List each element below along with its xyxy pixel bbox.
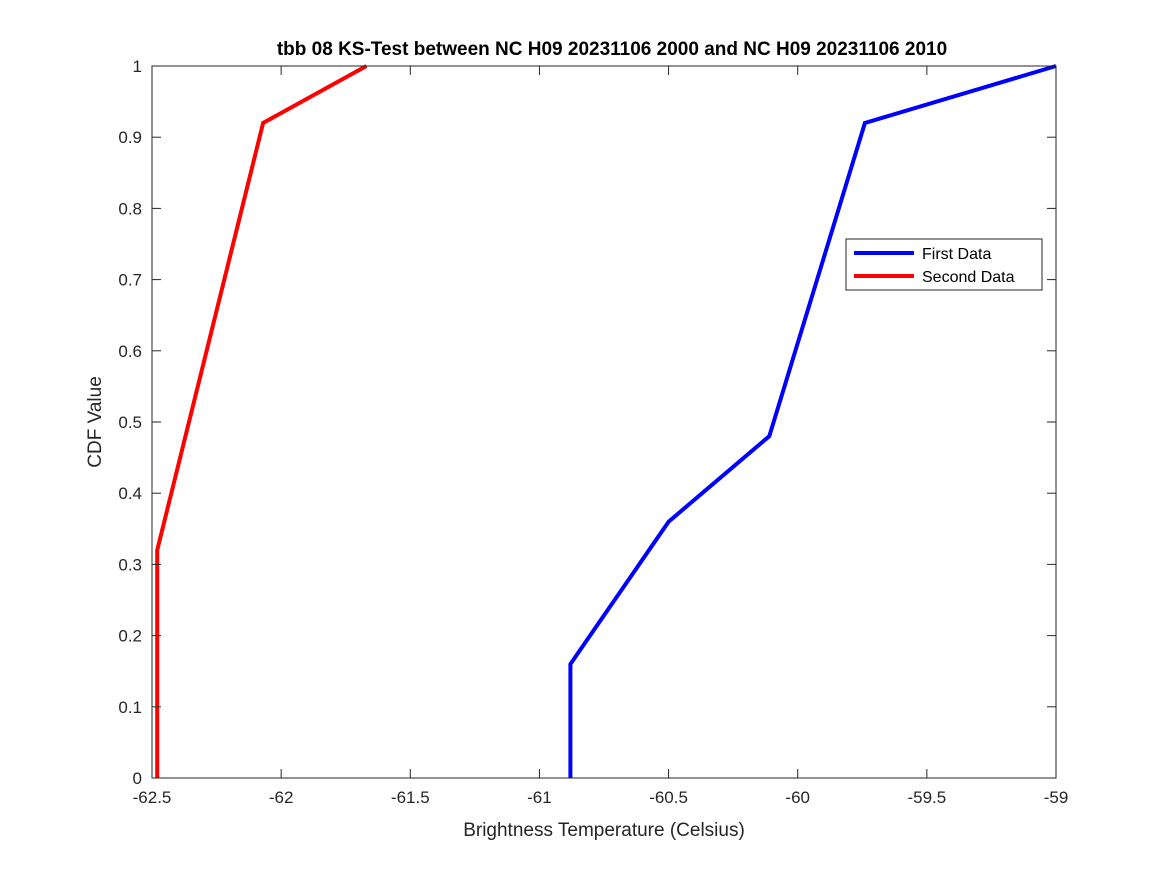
- x-tick-label: -61.5: [391, 788, 430, 807]
- y-tick-label: 0.4: [118, 484, 142, 503]
- x-tick-label: -60: [785, 788, 810, 807]
- x-tick-label: -60.5: [649, 788, 688, 807]
- x-tick-label: -62.5: [133, 788, 172, 807]
- y-tick-label: 0.9: [118, 128, 142, 147]
- series-layer: [155, 64, 1057, 778]
- x-tick-label: -59: [1044, 788, 1069, 807]
- legend-label-1: First Data: [922, 246, 991, 263]
- series-line-1: [568, 64, 1057, 778]
- legend-label-2: Second Data: [922, 269, 1015, 286]
- y-tick-label: 0.6: [118, 342, 142, 361]
- y-tick-label: 0: [133, 769, 142, 788]
- y-tick-label: 0.3: [118, 555, 142, 574]
- x-axis-label: Brightness Temperature (Celsius): [463, 820, 745, 841]
- x-tick-label: -59.5: [907, 788, 946, 807]
- legend: First Data Second Data: [845, 238, 1043, 291]
- y-tick-label: 0.8: [118, 199, 142, 218]
- y-tick-label: 0.5: [118, 413, 142, 432]
- series-line-2: [155, 64, 368, 778]
- y-axis-label: CDF Value: [85, 376, 106, 468]
- y-tick-label: 1: [133, 57, 142, 76]
- legend-box: [845, 238, 1043, 291]
- y-axis-ticks: 0 0.1 0.2 0.3 0.4 0.5 0.6 0.7 0.8 0.9 1: [118, 57, 1056, 788]
- plot-area: [152, 66, 1056, 778]
- legend-items: First Data Second Data: [854, 246, 1015, 286]
- x-tick-label: -62: [269, 788, 294, 807]
- x-tick-label: -61: [527, 788, 552, 807]
- y-tick-label: 0.1: [118, 698, 142, 717]
- y-tick-label: 0.7: [118, 271, 142, 290]
- y-tick-label: 0.2: [118, 627, 142, 646]
- x-axis-ticks: -62.5 -62 -61.5 -61 -60.5 -60 -59.5 -59: [133, 66, 1069, 807]
- chart-title: tbb 08 KS-Test between NC H09 20231106 2…: [277, 39, 947, 60]
